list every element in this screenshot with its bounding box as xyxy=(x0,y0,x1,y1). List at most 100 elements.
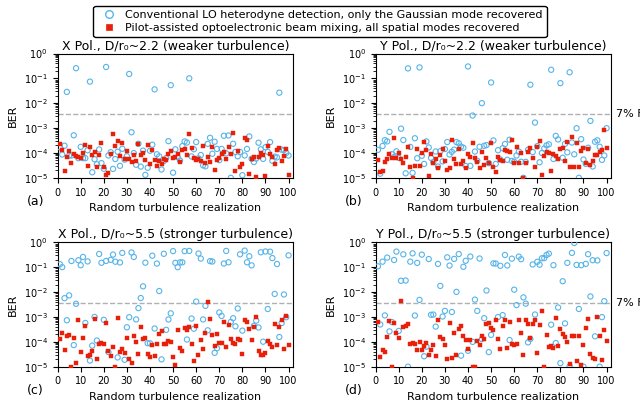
Point xyxy=(583,316,593,323)
Point xyxy=(504,149,515,155)
Point xyxy=(258,351,268,358)
Point xyxy=(396,298,406,305)
Point xyxy=(83,258,93,265)
Point xyxy=(193,155,204,162)
Point xyxy=(262,149,273,155)
Point xyxy=(444,151,454,158)
Point xyxy=(431,323,441,330)
Point xyxy=(562,260,572,266)
Point xyxy=(133,141,143,147)
Point xyxy=(232,153,243,159)
Point xyxy=(556,80,566,87)
Y-axis label: BER: BER xyxy=(8,105,18,127)
Point xyxy=(382,138,392,145)
Point xyxy=(456,352,466,359)
Point xyxy=(120,356,130,363)
Point xyxy=(560,333,570,340)
Text: (c): (c) xyxy=(27,384,44,396)
Point xyxy=(410,341,420,348)
Point xyxy=(541,332,552,339)
Point xyxy=(237,161,248,168)
Point xyxy=(152,260,162,267)
Point xyxy=(454,251,464,258)
Point xyxy=(186,153,196,160)
Point xyxy=(262,306,273,312)
Point xyxy=(477,149,487,156)
Point xyxy=(550,315,561,322)
Point xyxy=(156,166,166,173)
Point xyxy=(110,143,120,150)
Point xyxy=(458,332,468,339)
Point xyxy=(433,165,443,172)
Point xyxy=(433,316,443,323)
Point xyxy=(138,336,148,342)
Point xyxy=(268,154,278,161)
Point xyxy=(497,145,508,152)
Point xyxy=(398,137,408,143)
Point xyxy=(557,154,568,161)
Point xyxy=(516,159,526,165)
Point xyxy=(573,175,584,181)
Point xyxy=(253,139,264,146)
Point xyxy=(268,255,278,261)
Point xyxy=(143,164,153,171)
Point xyxy=(179,138,189,145)
Point xyxy=(532,143,543,150)
Point xyxy=(106,151,116,157)
Point xyxy=(216,150,227,157)
Point xyxy=(78,335,88,341)
Point xyxy=(398,251,408,258)
Point xyxy=(203,140,213,147)
Point xyxy=(532,144,543,151)
Point xyxy=(73,153,83,160)
Point xyxy=(491,161,501,167)
Point xyxy=(60,295,70,302)
Point xyxy=(414,297,424,303)
Point xyxy=(101,258,111,264)
Point xyxy=(115,349,125,356)
Point xyxy=(580,260,591,267)
Point xyxy=(94,152,104,159)
Point xyxy=(424,144,434,151)
Point xyxy=(401,170,411,177)
Point xyxy=(230,149,241,155)
Point xyxy=(507,255,517,262)
Point xyxy=(431,148,441,155)
Point xyxy=(113,354,123,361)
Point xyxy=(94,146,104,153)
Point xyxy=(590,138,600,145)
Point xyxy=(595,148,605,155)
Point xyxy=(223,132,234,139)
Point xyxy=(226,175,236,181)
Point xyxy=(71,152,81,159)
Point xyxy=(83,162,93,169)
Point xyxy=(410,312,420,319)
Point xyxy=(428,159,438,166)
Point xyxy=(373,263,383,269)
Point xyxy=(530,311,540,318)
X-axis label: Random turbulence realization: Random turbulence realization xyxy=(90,203,262,213)
Point xyxy=(129,152,139,159)
Point xyxy=(456,143,466,150)
Point xyxy=(265,248,275,255)
Point xyxy=(532,350,543,356)
Point xyxy=(500,141,510,147)
Point xyxy=(168,248,178,255)
Point xyxy=(143,351,153,357)
Point xyxy=(428,311,438,318)
Point xyxy=(537,308,547,315)
Point xyxy=(567,332,577,339)
Point xyxy=(207,258,218,265)
Point xyxy=(456,323,466,329)
Point xyxy=(497,158,508,164)
Point xyxy=(556,360,566,366)
Point xyxy=(461,337,471,344)
Point xyxy=(272,154,282,161)
Point xyxy=(579,156,589,163)
Point xyxy=(103,348,113,355)
Point xyxy=(80,155,90,162)
Point xyxy=(126,129,136,136)
Point xyxy=(212,145,222,152)
Point xyxy=(136,295,146,301)
Point xyxy=(449,146,460,153)
